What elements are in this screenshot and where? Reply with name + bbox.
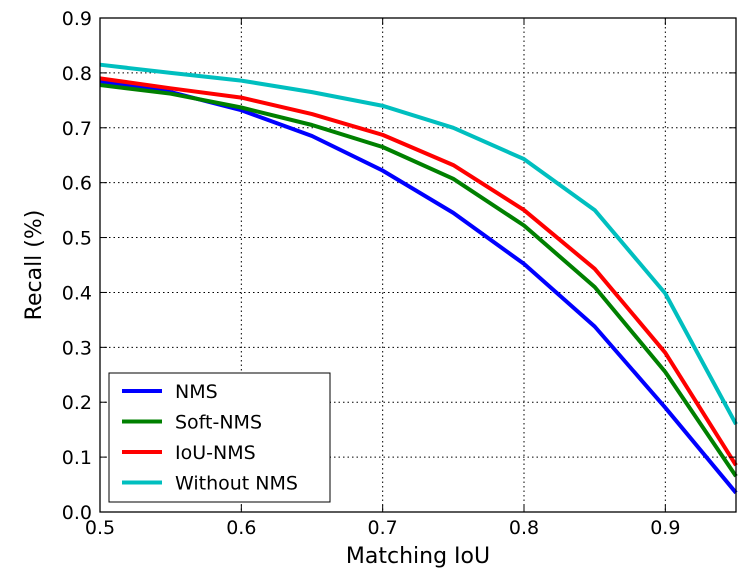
- y-tick-label-5: 0.5: [62, 228, 92, 250]
- plot-frame: [99, 17, 737, 513]
- x-tick-label-4: 0.9: [650, 517, 680, 539]
- series-lines: [99, 62, 738, 495]
- grid-lines: [100, 18, 736, 512]
- x-axis-label: Matching IoU: [346, 544, 490, 569]
- legend-label-1: Soft-NMS: [175, 412, 262, 434]
- legend-label-0: NMS: [175, 381, 218, 403]
- y-tick-label-1: 0.1: [62, 447, 92, 469]
- series-line-without-nms: [99, 62, 738, 426]
- y-tick-label-0: 0.0: [62, 502, 92, 524]
- y-tick-label-2: 0.2: [62, 392, 92, 414]
- y-tick-label-7: 0.7: [62, 118, 92, 140]
- x-tick-label-2: 0.7: [368, 517, 398, 539]
- legend-label-3: Without NMS: [175, 473, 298, 495]
- legend: NMS Soft-NMS IoU-NMS Without NMS: [108, 372, 331, 503]
- y-tick-label-4: 0.4: [62, 282, 92, 304]
- y-tick-label-3: 0.3: [62, 337, 92, 359]
- y-axis-label: Recall (%): [22, 210, 47, 321]
- series-line-soft-nms: [99, 83, 738, 478]
- x-tick-label-1: 0.6: [226, 517, 256, 539]
- x-tick-label-3: 0.8: [509, 517, 539, 539]
- legend-label-2: IoU-NMS: [175, 442, 256, 464]
- y-tick-label-6: 0.6: [62, 173, 92, 195]
- axis-ticks: 0.5 0.6 0.7 0.8 0.9 0.0 0.1 0.2 0.3 0.4 0.5 0.6 0.7 0…: [62, 8, 736, 539]
- x-tick-label-0: 0.5: [85, 517, 115, 539]
- y-tick-label-9: 0.9: [62, 8, 92, 30]
- y-tick-label-8: 0.8: [62, 63, 92, 85]
- series-line-iou-nms: [99, 76, 738, 467]
